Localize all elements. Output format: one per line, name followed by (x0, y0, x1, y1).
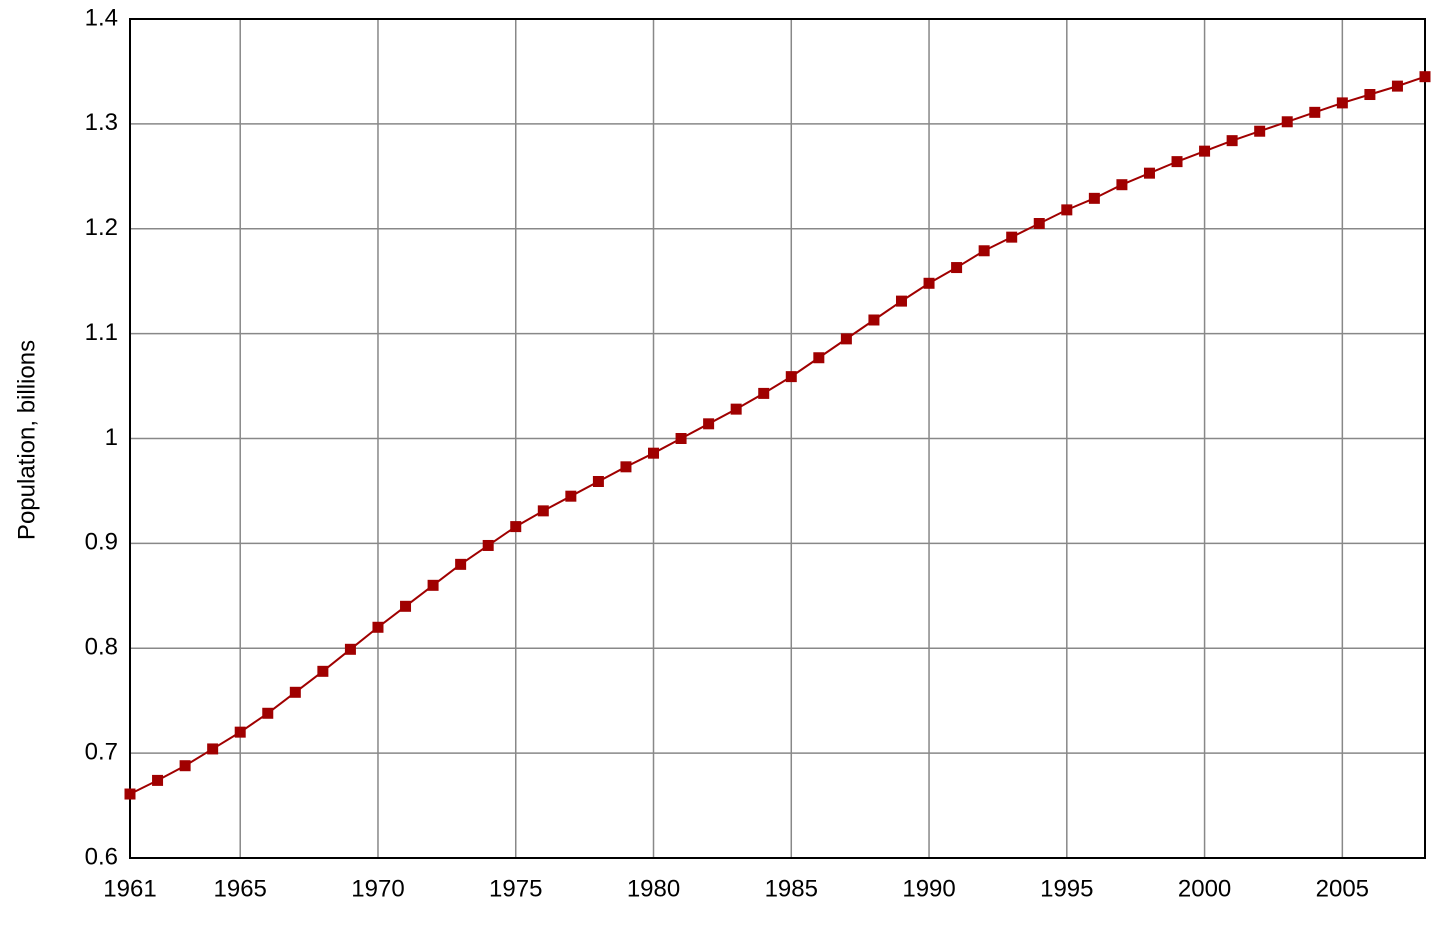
data-point (565, 490, 577, 502)
y-axis-label: Population, billions (13, 340, 40, 540)
y-tick-label: 1.2 (85, 214, 118, 241)
data-point (1254, 125, 1266, 137)
data-point (1061, 204, 1073, 216)
y-tick-label: 1.3 (85, 109, 118, 136)
data-point (482, 539, 494, 551)
data-point (895, 295, 907, 307)
data-point (675, 433, 687, 444)
data-point (648, 447, 660, 459)
data-point (1226, 135, 1238, 147)
data-point (207, 743, 219, 755)
data-point (234, 726, 246, 738)
x-tick-label: 1975 (489, 875, 542, 902)
data-point (344, 643, 356, 655)
data-point (730, 403, 742, 415)
data-point (427, 579, 439, 591)
y-tick-label: 1.4 (85, 4, 118, 31)
data-point (868, 314, 880, 326)
data-point (152, 774, 164, 786)
data-point (1336, 97, 1348, 109)
data-point (1033, 218, 1045, 230)
data-point (1364, 89, 1376, 101)
data-point (620, 461, 632, 473)
data-point (951, 262, 963, 274)
x-tick-label: 1965 (214, 875, 267, 902)
x-tick-label: 2005 (1316, 875, 1369, 902)
data-point (1171, 156, 1183, 168)
data-point (510, 521, 522, 533)
data-point (1088, 192, 1100, 204)
x-tick-label: 1980 (627, 875, 680, 902)
data-point (262, 707, 274, 719)
data-point (592, 475, 604, 487)
x-tick-label: 1995 (1040, 875, 1093, 902)
data-point (978, 245, 990, 257)
data-point (813, 352, 825, 364)
y-tick-label: 1.1 (85, 319, 118, 346)
data-point (1281, 116, 1293, 128)
data-point (703, 418, 715, 430)
data-point (1116, 179, 1128, 191)
x-tick-label: 1961 (103, 875, 156, 902)
y-tick-label: 0.9 (85, 529, 118, 556)
y-tick-label: 0.6 (85, 843, 118, 870)
data-point (179, 760, 191, 772)
data-point (372, 621, 384, 633)
data-point (840, 333, 852, 345)
data-point (455, 558, 467, 570)
data-point (1143, 167, 1155, 179)
data-point (1199, 145, 1211, 157)
y-tick-label: 0.8 (85, 634, 118, 661)
data-point (124, 788, 136, 800)
plot-frame (129, 18, 1426, 859)
data-point (1309, 106, 1321, 118)
data-point (537, 505, 549, 517)
data-point (400, 600, 412, 612)
data-point (785, 371, 797, 383)
y-tick-label: 0.7 (85, 738, 118, 765)
data-point (1419, 71, 1431, 83)
y-tick-label: 1 (105, 424, 118, 451)
data-point (923, 277, 935, 289)
x-tick-label: 1985 (765, 875, 818, 902)
x-tick-label: 1970 (351, 875, 404, 902)
data-point (758, 387, 770, 399)
data-point (317, 665, 329, 677)
data-line (129, 75, 1426, 795)
x-tick-label: 1990 (902, 875, 955, 902)
data-point (1006, 231, 1018, 243)
data-point (289, 686, 301, 698)
x-tick-label: 2000 (1178, 875, 1231, 902)
data-point (1391, 80, 1403, 92)
